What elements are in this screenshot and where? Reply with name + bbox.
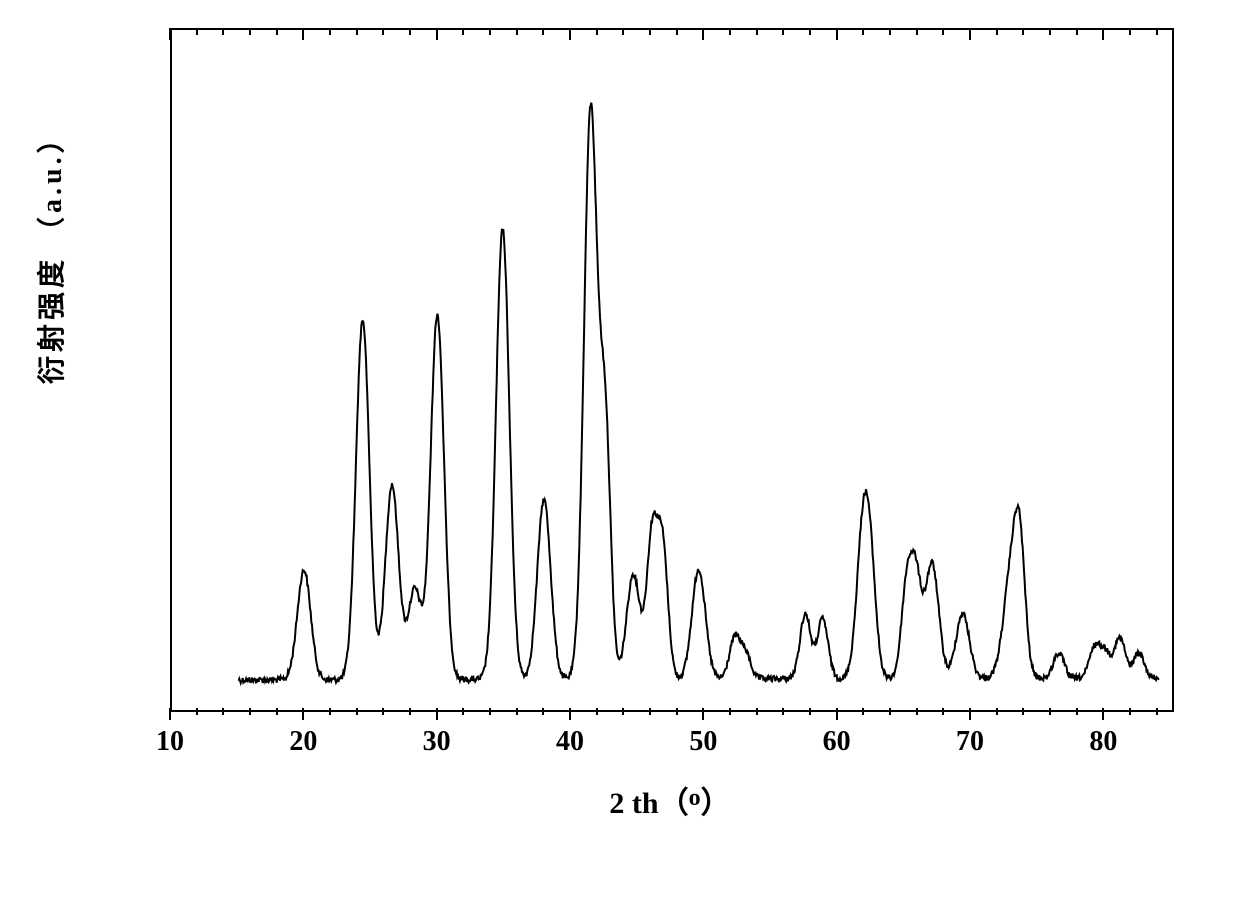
xrd-spectrum-line xyxy=(172,30,1172,710)
x-tick-label: 80 xyxy=(1078,726,1128,758)
x-tick-label: 60 xyxy=(812,726,862,758)
xrd-chart: 衍射强度 （a.u.） 2 th（o） 10 20 30 40 50 60 70 80 xyxy=(0,0,1240,898)
plot-area xyxy=(170,28,1174,712)
x-tick-label: 70 xyxy=(945,726,995,758)
x-tick-label: 20 xyxy=(278,726,328,758)
x-tick-label: 40 xyxy=(545,726,595,758)
x-tick-label: 50 xyxy=(678,726,728,758)
y-axis-label: 衍射强度 （a.u.） xyxy=(30,364,70,384)
x-tick-label: 30 xyxy=(412,726,462,758)
x-tick-label: 10 xyxy=(145,726,195,758)
x-axis-label: 2 th（o） xyxy=(570,778,770,822)
